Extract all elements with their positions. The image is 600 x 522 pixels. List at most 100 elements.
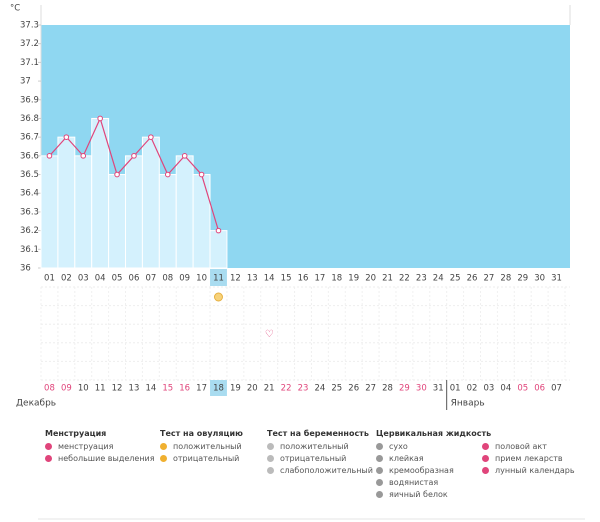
legend-group: Тест на овуляцию положительный отрицательн…: [160, 429, 243, 465]
x-tick-label: 11: [213, 274, 224, 284]
date-label: 19: [230, 384, 241, 394]
legend-icon: [376, 455, 383, 462]
legend-item: половой акт: [482, 441, 575, 453]
legend-title: Тест на овуляцию: [160, 429, 243, 438]
date-label: 07: [551, 384, 562, 394]
x-tick-label: 30: [534, 274, 545, 284]
point: [80, 153, 87, 159]
x-tick-label: 07: [145, 274, 156, 284]
y-tick-label: 37.1: [20, 58, 39, 68]
point: [63, 134, 70, 140]
date-label: 27: [365, 384, 376, 394]
legend-icon: [376, 443, 383, 450]
legend-text: яичный белок: [389, 490, 448, 499]
x-tick-label: 29: [517, 274, 528, 284]
x-tick-label: 20: [365, 274, 376, 284]
x-tick-label: 21: [382, 274, 393, 284]
x-tick-label: 18: [331, 274, 342, 284]
y-tick-label: 36.7: [20, 133, 39, 143]
x-tick-label: 14: [264, 274, 275, 284]
date-label: 22: [281, 384, 292, 394]
legend-item: менструация: [45, 441, 155, 453]
y-tick-label: 36.6: [20, 151, 39, 161]
legend-item: небольшие выделения: [45, 453, 155, 465]
date-label: 04: [500, 384, 511, 394]
legend-text: небольшие выделения: [58, 454, 155, 463]
bar: [108, 174, 127, 269]
point: [131, 153, 137, 159]
legend-group: Менструация менструация небольшие выделени…: [45, 429, 155, 465]
legend-icon: [160, 443, 167, 450]
legend-item: лунный календарь: [482, 465, 575, 477]
point: [114, 171, 120, 178]
legend-icon: [45, 443, 52, 450]
legend-icon: [267, 467, 274, 474]
date-label: 25: [331, 384, 342, 394]
x-tick-label: 10: [196, 274, 207, 284]
legend-icon: [482, 455, 489, 462]
month-label: Декабрь: [16, 399, 56, 409]
point: [148, 134, 154, 140]
legend-group: Тест на беременность положительный отрицат…: [267, 429, 373, 477]
heart-icon: ♡: [265, 329, 274, 340]
date-label: 01: [450, 384, 461, 394]
bar: [158, 174, 177, 269]
x-tick-label: 06: [129, 274, 140, 284]
x-tick-label: 01: [44, 274, 55, 284]
legend-text: положительный: [173, 442, 242, 451]
date-label: 29: [399, 384, 410, 394]
legend-icon: [267, 455, 274, 462]
x-tick-label: 13: [247, 274, 258, 284]
x-tick-label: 12: [230, 274, 241, 284]
x-tick-label: 16: [298, 274, 309, 284]
x-tick-label: 15: [281, 274, 292, 284]
y-tick-label: 36.4: [20, 189, 39, 199]
date-label: 16: [179, 384, 190, 394]
x-tick-label: 05: [112, 274, 123, 284]
point: [164, 171, 171, 178]
date-label: 26: [348, 384, 359, 394]
legend-icon: [45, 455, 52, 462]
y-tick-label: 37: [20, 77, 31, 87]
date-label: 09: [61, 384, 72, 394]
x-tick-label: 03: [78, 274, 89, 284]
legend-title: Цервикальная жидкость: [376, 429, 492, 438]
legend-text: кремообразная: [389, 466, 454, 475]
legend-icon: [376, 479, 383, 486]
legend-group: Цервикальная жидкость сухо клейкая кремообр…: [376, 429, 491, 501]
legend-text: слабоположительный: [280, 466, 373, 475]
x-tick-label: 04: [95, 274, 106, 284]
date-label: 17: [196, 384, 207, 394]
date-label: 05: [517, 384, 528, 394]
legend-text: половой акт: [495, 442, 547, 451]
bar: [175, 155, 194, 269]
legend-item: сухо: [376, 441, 491, 453]
legend-item: отрицательный: [160, 453, 243, 465]
date-label: 24: [314, 384, 325, 394]
bar: [40, 155, 59, 269]
date-label: 13: [129, 384, 140, 394]
point: [198, 171, 205, 178]
date-label: 03: [484, 384, 495, 394]
bar: [57, 136, 76, 269]
legend-text: лунный календарь: [495, 466, 575, 475]
x-tick-label: 23: [416, 274, 427, 284]
x-tick-label: 02: [61, 274, 72, 284]
y-axis-label: °C: [10, 4, 20, 14]
date-label: 23: [298, 384, 309, 394]
x-tick-label: 28: [500, 274, 511, 284]
x-tick-label: 31: [551, 274, 562, 284]
point: [46, 153, 53, 159]
day-highlight: [210, 269, 227, 286]
date-label: 30: [416, 384, 427, 394]
legend-icon: [160, 455, 167, 462]
legend-item: положительный: [267, 441, 373, 453]
bar: [74, 155, 93, 269]
x-tick-label: 26: [467, 274, 478, 284]
legend-text: сухо: [389, 442, 408, 451]
x-tick-label: 25: [450, 274, 461, 284]
date-label: 02: [467, 384, 478, 394]
legend-item: прием лекарств: [482, 453, 575, 465]
